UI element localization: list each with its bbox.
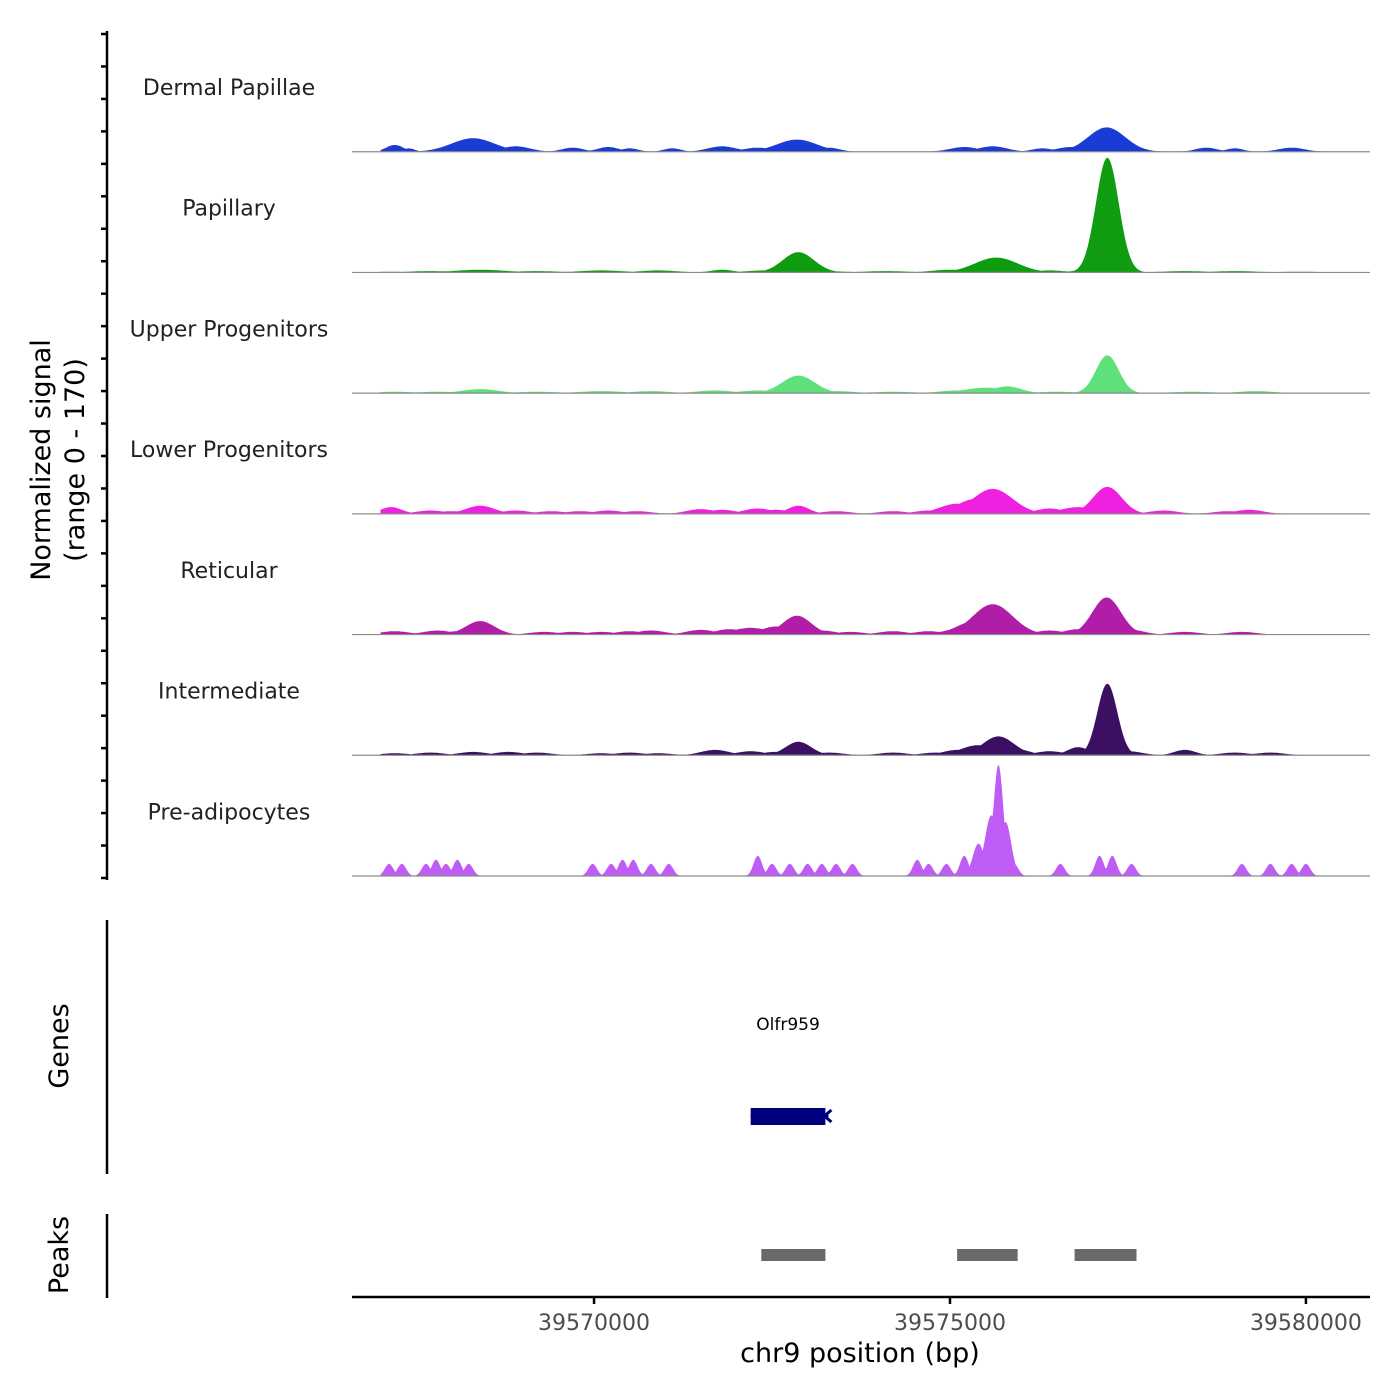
track-label: Pre-adipocytes [148,800,311,825]
track-6: Pre-adipocytes [148,764,1370,877]
peaks-track [761,1249,1137,1261]
signal-tracks: Dermal Papillae Papillary Upper Progenitor… [130,76,1370,877]
signal-area [380,157,1327,273]
track-5: Intermediate [158,680,1370,756]
gene-track: Olfr959 [750,1015,833,1125]
x-axis-title: chr9 position (bp) [740,1338,980,1369]
peak-region [761,1249,826,1261]
track-label: Reticular [180,559,278,584]
signal-area [380,683,1327,756]
gene-strand-arrow [822,1108,833,1124]
signal-area [380,127,1327,152]
track-4: Reticular [180,559,1370,636]
signal-area [380,764,1327,876]
gene-label: Olfr959 [756,1015,820,1035]
track-label: Intermediate [158,680,300,705]
signal-axis-title-line2: (range 0 - 170) [60,358,91,562]
peaks-axis-title: Peaks [44,1216,75,1294]
track-2: Upper Progenitors [130,317,1370,394]
track-label: Papillary [182,197,276,222]
x-axis-tick-label: 39580000 [1250,1311,1362,1336]
track-label: Dermal Papillae [143,76,315,101]
gene-exon [750,1108,826,1125]
x-axis-tick-label: 39575000 [894,1311,1006,1336]
track-1: Papillary [182,157,1370,274]
signal-axis-ticks [101,32,107,880]
signal-axis-title: Normalized signal (range 0 - 170) [26,339,91,581]
signal-area [380,597,1327,635]
signal-area [380,486,1327,514]
track-3: Lower Progenitors [130,438,1370,515]
genes-axis-title: Genes [44,1003,75,1088]
peak-region [1074,1249,1137,1261]
signal-area [380,355,1327,394]
track-label: Lower Progenitors [130,438,328,463]
x-axis-tick-label: 39570000 [538,1311,650,1336]
track-0: Dermal Papillae [143,76,1370,153]
track-label: Upper Progenitors [130,317,329,342]
x-axis-ticks: 39570000 39575000 39580000 [538,1297,1362,1336]
peak-region [957,1249,1018,1261]
signal-axis-title-line1: Normalized signal [26,339,57,581]
